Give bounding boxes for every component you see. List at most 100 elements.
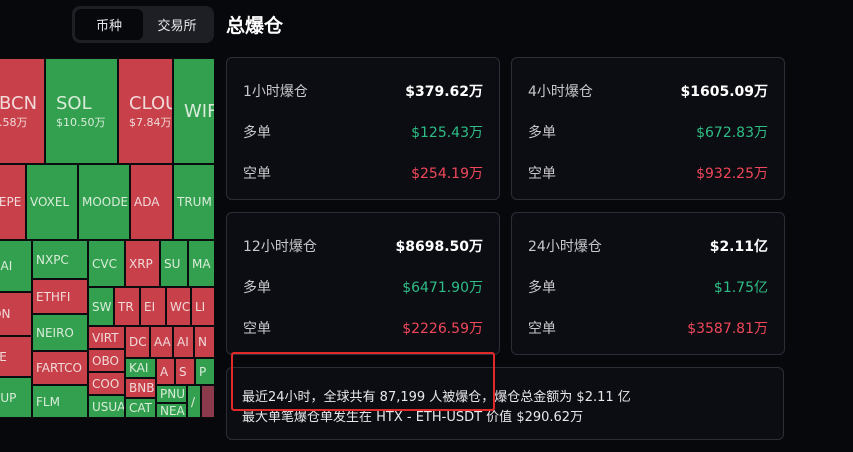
treemap-tile[interactable]: SU	[160, 240, 188, 287]
treemap-tile[interactable]: BNB	[125, 378, 156, 398]
tile-symbol: NEA	[160, 403, 185, 418]
tile-symbol: CVC	[92, 256, 117, 271]
tile-symbol: /	[191, 394, 196, 409]
total-value: $2.11亿	[709, 239, 768, 255]
treemap-tile[interactable]: WC	[166, 287, 191, 326]
tile-symbol: XRP	[129, 256, 153, 271]
tile-symbol: OBO	[92, 353, 119, 368]
tile-symbol: TRUM	[177, 195, 212, 209]
treemap-tile[interactable]: VIRT	[88, 326, 125, 349]
page-title: 总爆仓	[226, 15, 284, 37]
treemap-tile[interactable]: 0PEPE	[0, 164, 26, 240]
long-value: $1.75亿	[713, 280, 768, 296]
treemap-tile[interactable]: ADA	[130, 164, 173, 240]
short-row: 空单 $254.19万	[243, 163, 483, 183]
treemap-tile[interactable]: SW	[88, 287, 114, 326]
tile-symbol: WIF	[184, 100, 214, 122]
treemap-tile[interactable]: MOODE	[78, 164, 130, 240]
treemap-tile[interactable]: NEIRO	[32, 314, 88, 351]
liquidation-card: 24小时爆仓 $2.11亿 多单 $1.75亿 空单 $3587.81万	[511, 212, 785, 355]
short-label: 空单	[243, 321, 271, 337]
long-row: 多单 $1.75亿	[528, 277, 768, 297]
treemap-tile[interactable]: CLOUD$7.84万	[118, 58, 173, 164]
tile-symbol: SOL	[56, 92, 92, 114]
tile-value: $7.84万	[129, 115, 172, 129]
tile-symbol: CLOUD	[129, 92, 172, 114]
tile-symbol: P	[199, 364, 207, 379]
treemap-tile[interactable]: NEA	[156, 403, 187, 418]
total-value: $8698.50万	[395, 239, 483, 255]
tile-symbol: COO	[92, 376, 120, 391]
tile-symbol: PE	[0, 350, 31, 364]
treemap-tile[interactable]: WIF	[173, 58, 214, 164]
treemap-tile[interactable]: KAI	[125, 358, 156, 378]
treemap-tile[interactable]: AAI	[0, 240, 32, 292]
period-label: 4小时爆仓	[528, 84, 593, 100]
highlight-annotation	[231, 352, 495, 411]
treemap-tile[interactable]: CVC	[88, 240, 125, 287]
long-row: 多单 $672.83万	[528, 122, 768, 142]
treemap-tile[interactable]	[201, 385, 214, 418]
tile-symbol: KAI	[129, 361, 149, 375]
short-label: 空单	[528, 321, 556, 337]
treemap-tile[interactable]: NXPC	[32, 240, 88, 279]
tile-symbol: ADA	[134, 195, 160, 209]
short-value: $2226.59万	[402, 321, 483, 337]
treemap-tile[interactable]: A	[156, 358, 175, 385]
treemap-tile[interactable]: SOL $10.50万	[45, 58, 118, 164]
tile-value: $10.50万	[56, 115, 106, 129]
treemap-tile[interactable]: USUA	[88, 395, 125, 418]
period-label: 12小时爆仓	[243, 239, 317, 255]
short-value: $254.19万	[411, 166, 483, 182]
tile-symbol: BNB	[129, 381, 155, 395]
treemap-tile[interactable]: P	[195, 358, 214, 385]
treemap-tile[interactable]: TRUM	[173, 164, 214, 240]
total-value: $379.62万	[405, 84, 483, 100]
treemap-tile[interactable]: COO	[88, 372, 125, 395]
treemap-tile[interactable]: PNU	[156, 385, 187, 403]
treemap-tile[interactable]: EI	[140, 287, 166, 326]
treemap-tile[interactable]: OBO	[88, 349, 125, 372]
treemap-tile[interactable]: /	[187, 385, 201, 418]
tile-symbol: SW	[92, 299, 112, 314]
treemap-tile[interactable]: AI	[173, 326, 194, 358]
tab-coin[interactable]: 币种	[75, 9, 143, 40]
period-label: 1小时爆仓	[243, 84, 308, 100]
treemap-tile[interactable]: S	[175, 358, 195, 385]
long-value: $125.43万	[411, 125, 483, 141]
treemap-tile[interactable]: XRP	[125, 240, 160, 287]
short-row: 空单 $932.25万	[528, 163, 768, 183]
tile-symbol: LI	[195, 299, 206, 314]
treemap-tile[interactable]: TR	[114, 287, 140, 326]
short-label: 空单	[528, 166, 556, 182]
treemap-tile[interactable]: FLM	[32, 385, 88, 418]
treemap-tile[interactable]: CAT	[125, 398, 156, 418]
treemap-tile[interactable]: MA	[188, 240, 214, 287]
tile-symbol: MOODE	[82, 195, 129, 209]
liquidation-card: 12小时爆仓 $8698.50万 多单 $6471.90万 空单 $2226.59万	[226, 212, 500, 355]
treemap-tile[interactable]: BCN .58万	[0, 58, 45, 164]
tile-value: .58万	[0, 115, 28, 129]
treemap-tile[interactable]: AA	[150, 326, 173, 358]
tab-exchange[interactable]: 交易所	[157, 19, 197, 34]
treemap-tile[interactable]: RUP	[0, 377, 32, 418]
long-label: 多单	[243, 125, 271, 141]
treemap-tile[interactable]: VOXEL	[26, 164, 78, 240]
period-label: 24小时爆仓	[528, 239, 602, 255]
tile-symbol: NEIRO	[36, 325, 74, 340]
total-row: 12小时爆仓 $8698.50万	[243, 236, 483, 256]
treemap-tile[interactable]: PE	[0, 336, 32, 377]
summary-line-1: 最近24小时，全球共有 87,199 人被爆仓，爆仓总金额为 $2.11 亿	[242, 390, 631, 405]
treemap-tile[interactable]: ETHFI	[32, 279, 88, 314]
treemap-tile[interactable]: LI	[191, 287, 214, 326]
treemap-tile[interactable]: FARTCO	[32, 351, 88, 385]
total-row: 24小时爆仓 $2.11亿	[528, 236, 768, 256]
treemap-tile[interactable]: ON	[0, 292, 32, 336]
treemap-tile[interactable]: N	[194, 326, 214, 358]
liquidation-card: 1小时爆仓 $379.62万 多单 $125.43万 空单 $254.19万	[226, 57, 500, 200]
treemap-tile[interactable]: DC	[125, 326, 150, 358]
tile-symbol: A	[160, 364, 169, 379]
tile-symbol: DC	[129, 335, 147, 349]
tile-symbol: SU	[164, 256, 181, 271]
long-label: 多单	[528, 125, 556, 141]
